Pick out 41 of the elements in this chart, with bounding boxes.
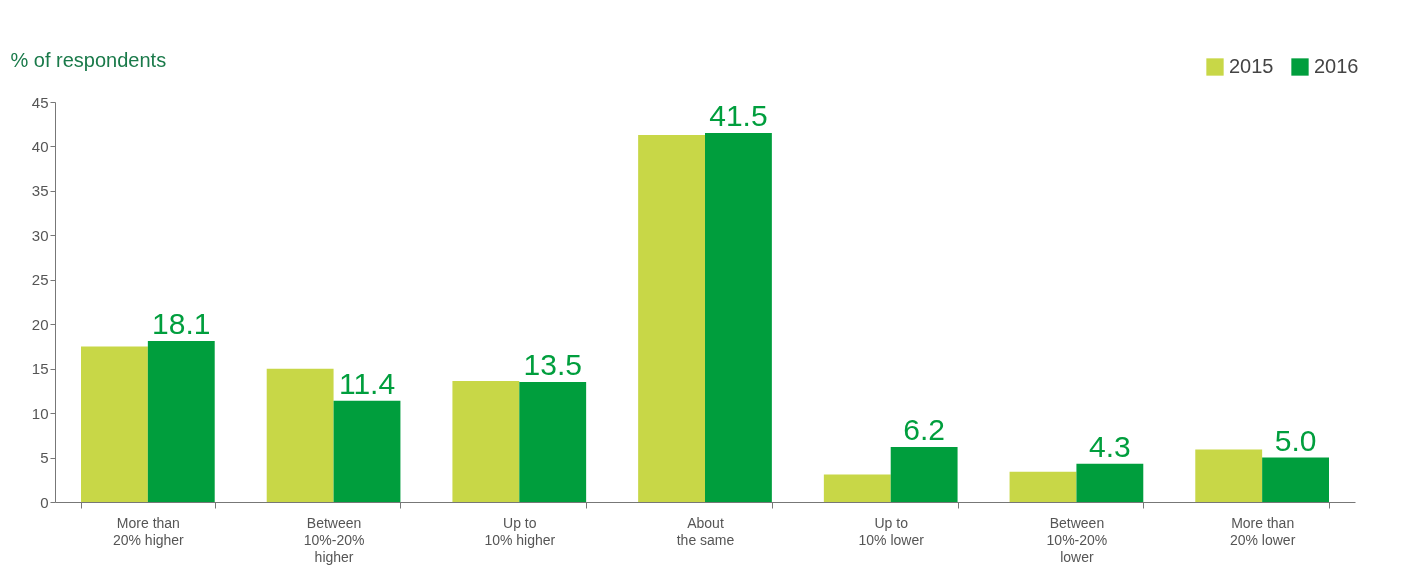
x-tick-label: Up to 10% higher — [484, 514, 556, 548]
x-tick-label: Between 10%-20% lower — [1046, 514, 1108, 565]
legend-label: 2015 — [1229, 55, 1274, 77]
bar — [1262, 457, 1329, 502]
bar — [266, 368, 334, 502]
bar — [519, 382, 587, 502]
y-tick-label: 15 — [31, 360, 49, 378]
x-tick-label: About the same — [676, 514, 735, 548]
bar — [1076, 463, 1144, 502]
y-tick-label: 0 — [40, 493, 49, 511]
bar — [147, 341, 215, 502]
x-tick-label: Between 10%-20% higher — [303, 514, 365, 565]
bar — [81, 346, 148, 502]
y-tick-label: 30 — [31, 226, 49, 244]
data-label: 5.0 — [1274, 423, 1317, 457]
y-tick-label: 20 — [31, 315, 49, 333]
y-tick-label: 10 — [31, 404, 49, 422]
x-tick-label: Up to 10% lower — [858, 514, 925, 548]
bar — [890, 446, 958, 502]
data-label: 6.2 — [903, 412, 945, 446]
data-label: 11.4 — [338, 366, 396, 400]
bar — [452, 381, 520, 502]
bar — [333, 400, 401, 502]
data-label: 18.1 — [152, 307, 211, 341]
bar — [1009, 471, 1077, 502]
y-tick-label: 35 — [31, 182, 49, 200]
bar — [1195, 449, 1263, 502]
y-tick-label: 40 — [31, 137, 49, 155]
bar — [823, 474, 891, 502]
data-label: 13.5 — [523, 348, 582, 381]
bar — [638, 134, 705, 502]
y-axis-title: % of respondents — [10, 48, 167, 71]
legend-label: 2016 — [1314, 55, 1359, 77]
y-tick-label: 25 — [31, 271, 49, 289]
y-tick-label: 45 — [31, 93, 49, 111]
bar — [705, 133, 772, 502]
data-label: 41.5 — [709, 99, 768, 133]
y-tick-label: 5 — [40, 449, 49, 467]
x-tick-label: More than 20% lower — [1229, 514, 1296, 548]
x-tick-label: More than 20% higher — [112, 514, 185, 548]
data-label: 4.3 — [1089, 429, 1131, 463]
